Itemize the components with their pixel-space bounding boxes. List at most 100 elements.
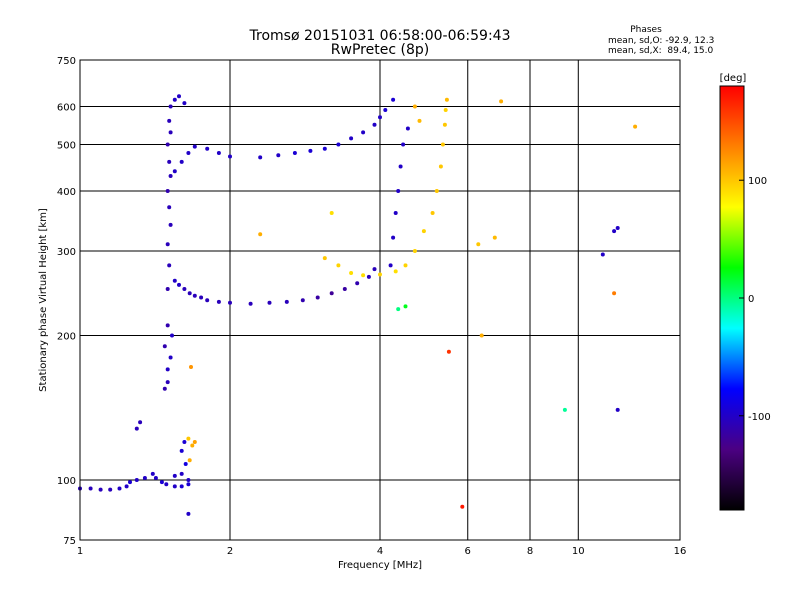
data-point: [167, 159, 172, 164]
data-point: [396, 189, 401, 193]
data-point: [88, 486, 93, 491]
data-point: [98, 487, 103, 492]
x-tick-label: 10: [572, 546, 585, 557]
data-point: [412, 249, 417, 253]
data-point: [391, 97, 396, 102]
data-point: [168, 222, 173, 227]
data-point: [300, 298, 305, 303]
data-point: [292, 151, 297, 155]
data-point: [372, 267, 377, 272]
data-point: [276, 153, 281, 158]
data-point: [615, 407, 620, 412]
data-point: [134, 478, 139, 482]
data-point: [633, 124, 638, 129]
y-tick-label: 75: [63, 536, 76, 547]
stats-o-line: mean, sd,O: -92.9, 12.3: [608, 36, 714, 46]
data-point: [460, 504, 465, 509]
data-point: [446, 349, 451, 354]
data-point: [228, 300, 232, 305]
data-point: [189, 365, 193, 369]
y-tick-label: 400: [57, 187, 76, 198]
data-point: [361, 273, 366, 278]
x-tick-label: 4: [377, 546, 383, 557]
chart-subtitle: RwPretec (8p): [331, 42, 429, 58]
data-point: [443, 108, 448, 112]
x-tick-labels: 1 2 4 6 8 10 16: [77, 546, 687, 557]
data-point: [187, 291, 192, 296]
data-point: [172, 97, 177, 102]
y-tick-label: 750: [57, 56, 76, 67]
data-point: [438, 164, 443, 169]
data-point: [383, 108, 388, 112]
x-tick-label: 2: [227, 546, 233, 557]
data-point: [128, 480, 132, 485]
y-tick-label: 200: [57, 332, 76, 343]
x-tick-label: 16: [674, 546, 687, 557]
data-point: [322, 146, 327, 151]
data-point: [479, 333, 484, 338]
data-point: [417, 118, 422, 123]
data-point: [168, 130, 173, 135]
data-point: [615, 226, 620, 230]
data-point: [372, 122, 377, 127]
data-point: [168, 355, 173, 360]
data-point: [308, 148, 313, 153]
data-point: [142, 476, 147, 480]
data-point: [199, 295, 204, 300]
data-point: [366, 274, 371, 279]
data-point: [499, 99, 504, 104]
data-point: [393, 269, 398, 274]
data-point: [179, 471, 184, 476]
data-point: [117, 486, 122, 491]
data-point: [349, 271, 354, 275]
data-point: [388, 263, 393, 268]
data-point: [179, 448, 184, 453]
data-point: [355, 281, 360, 286]
data-point: [182, 440, 187, 444]
data-point: [124, 484, 129, 489]
data-point: [165, 323, 170, 328]
data-point: [186, 478, 191, 482]
data-point: [361, 130, 366, 135]
data-point: [329, 291, 334, 296]
data-point: [186, 151, 191, 155]
data-point: [396, 307, 401, 312]
data-point: [167, 118, 172, 123]
data-point: [442, 122, 447, 127]
data-point: [162, 344, 167, 349]
data-point: [192, 440, 197, 444]
data-point: [205, 146, 210, 151]
data-point: [108, 487, 113, 492]
data-point: [216, 299, 221, 304]
data-point: [258, 232, 263, 237]
data-point: [562, 407, 567, 412]
data-point: [150, 471, 155, 476]
data-point: [186, 482, 191, 487]
colorbar-tick-label: -100: [748, 412, 771, 423]
data-point: [612, 291, 617, 296]
data-point: [168, 174, 173, 178]
data-point: [322, 256, 327, 261]
data-point: [172, 473, 177, 478]
x-tick-label: 8: [527, 546, 533, 557]
y-tick-label: 300: [57, 247, 76, 258]
colorbar-ticks: 100 0 -100: [739, 176, 771, 423]
data-point: [216, 151, 221, 155]
data-point: [205, 298, 210, 303]
data-point: [403, 304, 408, 309]
y-tick-label: 600: [57, 103, 76, 114]
data-point: [329, 211, 334, 215]
data-point: [398, 164, 403, 169]
data-point: [168, 104, 173, 109]
x-tick-label: 1: [77, 546, 83, 557]
data-point: [172, 278, 177, 283]
data-point: [177, 282, 181, 287]
data-point: [600, 252, 605, 257]
y-tick-labels: 75 100 200 300 400 500 600 750: [57, 56, 76, 547]
data-point: [182, 101, 187, 106]
data-point: [187, 458, 192, 463]
data-point: [192, 144, 197, 149]
data-point: [267, 300, 272, 305]
data-point: [165, 380, 170, 385]
